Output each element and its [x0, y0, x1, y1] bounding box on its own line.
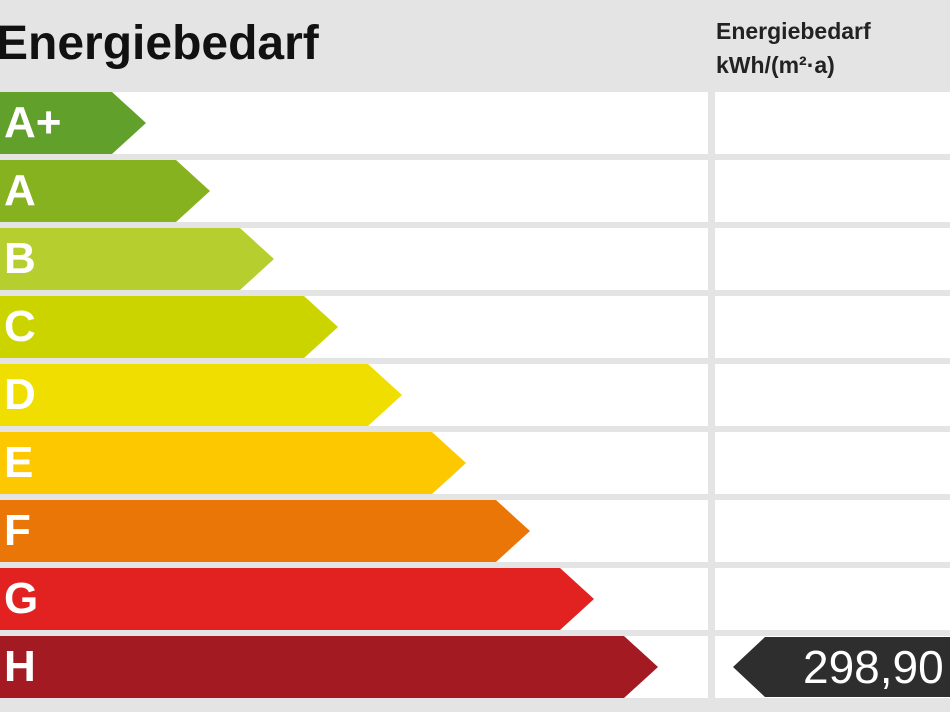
class-arrow-bar: E — [0, 432, 466, 494]
value-column-unit: kWh/(m²·a) — [716, 52, 835, 78]
value-cell — [715, 228, 950, 290]
energy-class-row: C — [0, 296, 950, 358]
energy-class-row: G — [0, 568, 950, 630]
class-arrow-bar: A — [0, 160, 210, 222]
class-label: D — [4, 370, 36, 419]
energy-class-row: D — [0, 364, 950, 426]
class-bar-cell: H — [0, 636, 708, 698]
class-label: A+ — [4, 98, 62, 147]
class-bar-cell: B — [0, 228, 708, 290]
value-marker: 298,90 — [733, 637, 950, 697]
value-cell — [715, 160, 950, 222]
class-bar-cell: G — [0, 568, 708, 630]
class-arrow-bar: B — [0, 228, 274, 290]
value-cell — [715, 500, 950, 562]
energy-class-row: F — [0, 500, 950, 562]
value-cell — [715, 364, 950, 426]
energy-class-row: E — [0, 432, 950, 494]
class-bar-cell: E — [0, 432, 708, 494]
class-label: A — [4, 166, 36, 215]
energy-class-row: H 298,90 — [0, 636, 950, 698]
class-bar-cell: D — [0, 364, 708, 426]
chart-title: Energiebedarf — [0, 17, 319, 70]
class-label: G — [4, 574, 39, 623]
class-bar-cell: F — [0, 500, 708, 562]
class-arrow-bar: D — [0, 364, 402, 426]
class-label: B — [4, 234, 36, 283]
class-arrow-bar: A+ — [0, 92, 146, 154]
value-column-title: Energiebedarf — [716, 18, 871, 44]
class-label: E — [4, 438, 34, 487]
class-arrow-bar: H — [0, 636, 658, 698]
value-cell: 298,90 — [715, 636, 950, 698]
class-label: C — [4, 302, 36, 351]
energy-class-row: B — [0, 228, 950, 290]
class-arrow-bar: F — [0, 500, 530, 562]
class-arrow-bar: G — [0, 568, 594, 630]
value-cell — [715, 92, 950, 154]
energy-class-row: A — [0, 160, 950, 222]
class-label: F — [4, 506, 31, 555]
value-cell — [715, 296, 950, 358]
class-bar-cell: A — [0, 160, 708, 222]
value-cell — [715, 432, 950, 494]
class-bar-cell: A+ — [0, 92, 708, 154]
energy-class-row: A+ — [0, 92, 950, 154]
class-bar-cell: C — [0, 296, 708, 358]
energy-value: 298,90 — [803, 641, 944, 693]
class-label: H — [4, 642, 36, 691]
class-arrow-bar: C — [0, 296, 338, 358]
value-column-header: Energiebedarf kWh/(m²·a) — [716, 14, 871, 82]
value-cell — [715, 568, 950, 630]
